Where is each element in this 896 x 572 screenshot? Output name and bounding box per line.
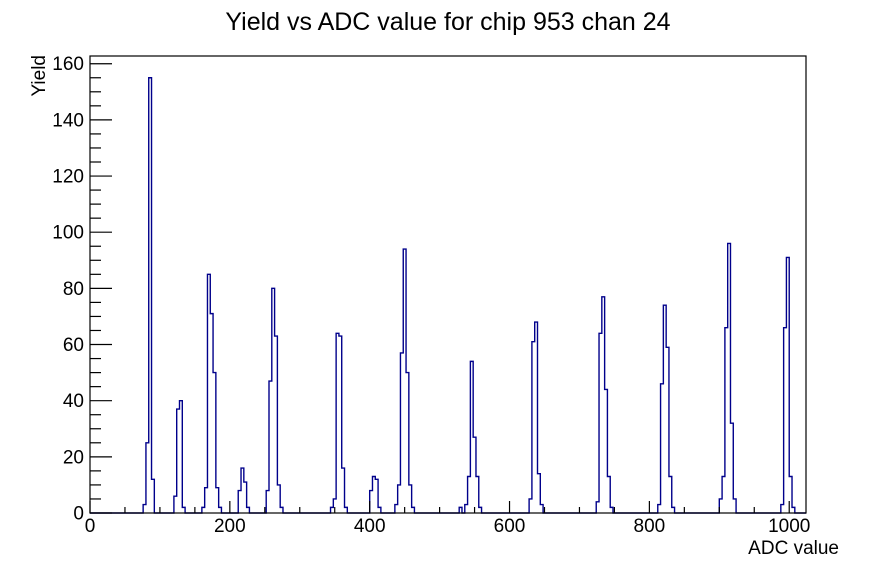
y-tick-label: 20	[63, 447, 84, 468]
y-tick-label: 140	[52, 110, 84, 131]
x-axis-title: ADC value	[748, 538, 839, 559]
y-tick-label: 0	[73, 504, 84, 525]
y-tick-label: 100	[52, 223, 84, 244]
x-tick-label: 1000	[768, 516, 810, 537]
histogram-line	[90, 77, 806, 514]
y-tick-label: 40	[63, 391, 84, 412]
x-tick-label: 400	[354, 516, 386, 537]
chart-title: Yield vs ADC value for chip 953 chan 24	[225, 8, 671, 36]
x-tick-label: 0	[85, 516, 96, 537]
x-tick-label: 200	[214, 516, 246, 537]
x-tick-label: 600	[494, 516, 526, 537]
y-axis-title: Yield	[29, 55, 50, 97]
x-tick-label: 800	[634, 516, 666, 537]
y-tick-label: 80	[63, 279, 84, 300]
plot-frame	[89, 55, 807, 514]
axis-ticks	[89, 63, 790, 514]
y-tick-label: 120	[52, 167, 84, 188]
y-tick-label: 60	[63, 335, 84, 356]
y-tick-label: 160	[52, 54, 84, 75]
